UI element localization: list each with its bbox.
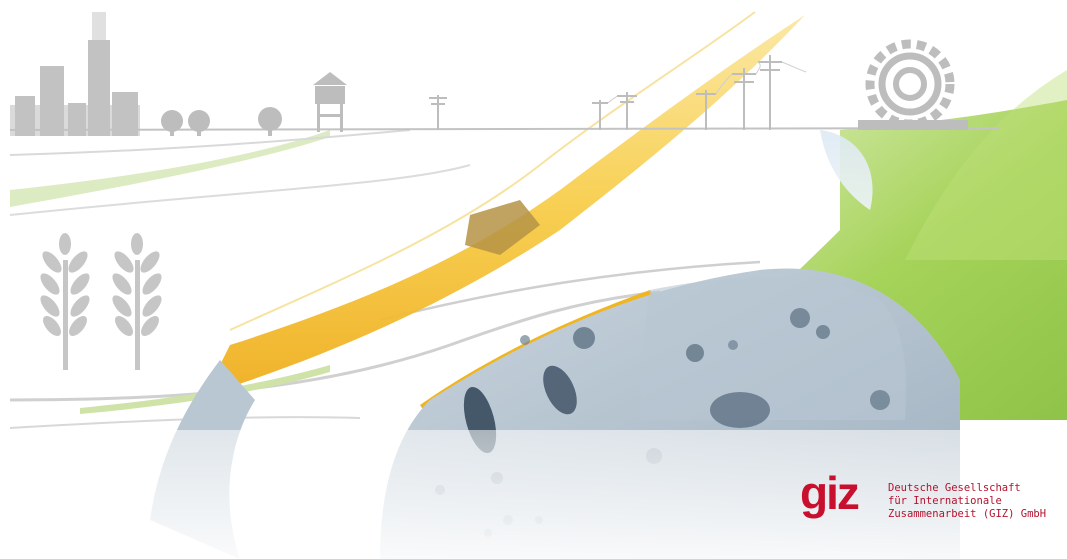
giz-legal-name: Deutsche Gesellschaft für Internationale… bbox=[888, 482, 1046, 521]
tree-icon bbox=[161, 110, 183, 136]
svg-text:giz: giz bbox=[800, 473, 859, 519]
giz-logo: giz Deutsche Gesellschaft für Internatio… bbox=[800, 470, 1046, 532]
giz-name-line-3: Zusammenarbeit (GIZ) GmbH bbox=[888, 507, 1047, 520]
power-line-icon bbox=[607, 61, 807, 104]
giz-logo-mark: giz bbox=[800, 473, 861, 519]
giz-name-line-2: für Internationale bbox=[888, 494, 1002, 507]
wheat-icon bbox=[40, 233, 90, 370]
power-pole-icon bbox=[696, 55, 782, 130]
power-pole-icon bbox=[592, 92, 637, 130]
wheat-icon bbox=[112, 233, 162, 370]
gear-icon bbox=[858, 39, 968, 130]
tree-icon bbox=[258, 107, 282, 136]
giz-name-line-1: Deutsche Gesellschaft bbox=[888, 481, 1021, 494]
factory-icon bbox=[10, 12, 140, 136]
tree-icon bbox=[188, 110, 210, 136]
water-tower-icon bbox=[313, 72, 347, 132]
power-pole-icon bbox=[429, 95, 447, 130]
bottom-fade-panel bbox=[0, 430, 1067, 559]
